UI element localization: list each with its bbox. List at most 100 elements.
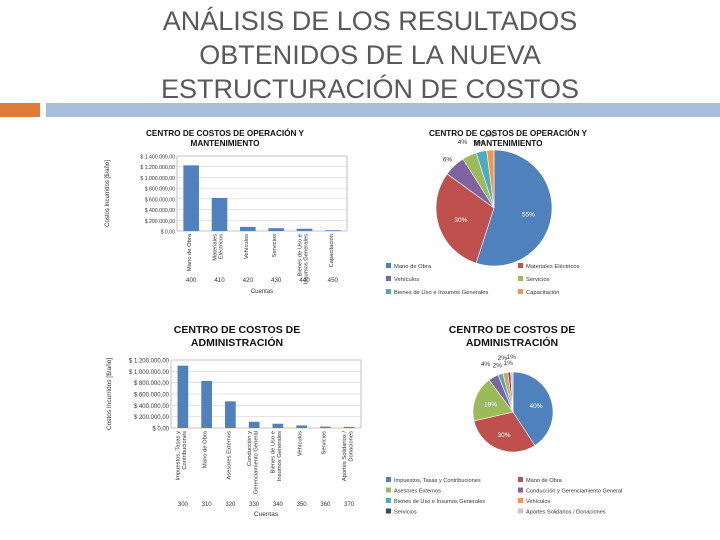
admin-bar-category-label: Servicios bbox=[321, 431, 327, 455]
chart-om-bar: CENTRO DE COSTOS DE OPERACIÓN YMANTENIMI… bbox=[105, 127, 348, 295]
om-bar-category-label-line: Insumos Generales bbox=[304, 234, 310, 284]
chart-panel-om-pie: CENTRO DE COSTOS DE OPERACIÓN Y MANTENIMI… bbox=[376, 124, 648, 300]
om-bar-ytick-label: $ 600.000,00 bbox=[145, 197, 175, 203]
om-bar-bar-bienes-de-uso-e-insumos-generales bbox=[296, 228, 313, 231]
admin-bar-account-code: 310 bbox=[202, 502, 213, 508]
om-pie-legend-swatch bbox=[386, 289, 391, 294]
admin-pie-legend-swatch bbox=[518, 508, 523, 514]
om-pie-slice-materiales-electricos bbox=[435, 173, 495, 264]
admin-bar-xlabel: Cuentas bbox=[254, 511, 279, 518]
om-bar-account-code: 430 bbox=[271, 277, 282, 284]
om-pie-legend-entry: Capacitación bbox=[526, 290, 560, 296]
admin-pie-legend-entry: Mano de Obra bbox=[526, 478, 563, 484]
admin-pie-legend-entry: Bienes de Uso e Insumos Generales bbox=[394, 499, 485, 505]
admin-pie-legend-swatch bbox=[386, 477, 391, 482]
admin-bar-account-code: 370 bbox=[344, 502, 355, 508]
admin-pie-legend-swatch bbox=[518, 477, 523, 482]
om-bar-account-code: 440 bbox=[299, 277, 310, 284]
om-bar-category-label-line: Capacitación bbox=[329, 234, 335, 268]
admin-bar-category-label: Conducción yGerenciamiento General bbox=[247, 431, 259, 494]
om-bar-ytick-label: $ 400.000,00 bbox=[145, 208, 175, 214]
om-pie-title: MANTENIMIENTO bbox=[474, 139, 544, 148]
admin-bar-account-code: 340 bbox=[273, 502, 284, 508]
admin-bar-title: CENTRO DE COSTOS DE bbox=[174, 324, 300, 336]
om-pie-data-label: 6% bbox=[443, 156, 453, 163]
om-bar-category-label-line: Materiales bbox=[212, 234, 218, 261]
chart-panel-admin-bar: CENTRO DE COSTOS DE ADMINISTRACIÓN $ 1.200… bbox=[97, 316, 369, 522]
admin-bar-bar-aportes-solidarios-donaciones bbox=[343, 426, 355, 428]
om-pie-legend-entry: Servicios bbox=[526, 277, 550, 283]
admin-bar-ytick-label: $ 400.000,00 bbox=[134, 404, 170, 410]
om-pie-legend-entry: Bienes de Uso e Insumos Generales bbox=[394, 290, 489, 296]
admin-pie-legend-swatch bbox=[518, 487, 523, 493]
om-bar-category-label-line: Eléctricos bbox=[219, 234, 225, 259]
om-bar-category-label-line: Vehículos bbox=[244, 234, 250, 259]
admin-bar-account-code: 320 bbox=[225, 502, 236, 508]
admin-pie-legend-swatch bbox=[386, 498, 391, 503]
admin-pie-data-label: 30% bbox=[497, 432, 510, 439]
admin-bar-bar-servicios bbox=[320, 426, 331, 428]
om-bar-category-label: Servicios bbox=[272, 234, 278, 258]
accent-bar-orange bbox=[0, 103, 40, 117]
admin-bar-title: ADMINISTRACIÓN bbox=[191, 336, 283, 349]
admin-bar-category-label-line: Gerenciamiento General bbox=[253, 431, 259, 494]
admin-pie-title: CENTRO DE COSTOS DE bbox=[449, 324, 575, 336]
admin-bar-bar-asesores-externos bbox=[225, 401, 236, 428]
om-bar-category-label: Vehículos bbox=[244, 234, 250, 259]
accent-bar-blue bbox=[46, 103, 720, 117]
admin-pie-data-label: 18% bbox=[484, 402, 497, 409]
om-bar-account-code: 410 bbox=[214, 277, 225, 284]
admin-bar-category-label-line: Servicios bbox=[321, 431, 327, 455]
admin-bar-category-label: Vehículos bbox=[298, 431, 304, 456]
admin-bar-ytick-label: $ 1.200.000,00 bbox=[129, 359, 170, 365]
om-pie-slice-capacitacion bbox=[486, 149, 495, 209]
admin-pie-legend-entry: Aportes Solidarios / Donaciones bbox=[526, 510, 606, 516]
om-bar-category-label: Bienes de Uso eInsumos Generales bbox=[297, 234, 309, 284]
om-bar-bar-capacitacion bbox=[325, 230, 341, 231]
om-pie-data-label: 2% bbox=[485, 132, 495, 139]
chart-panel-admin-pie: CENTRO DE COSTOS DE ADMINISTRACIÓN 40% 30% 1… bbox=[376, 316, 648, 524]
om-bar-ytick-label: $ 200.000,00 bbox=[145, 219, 175, 225]
om-bar-ytick-label: $ 1.200.000,00 bbox=[140, 165, 175, 171]
admin-bar-ylabel: Costos Incurridos [$/año] bbox=[106, 358, 113, 430]
om-bar-category-label: MaterialesEléctricos bbox=[212, 234, 224, 261]
admin-pie-legend-swatch bbox=[518, 498, 523, 503]
admin-bar-bar-impuestos-tasas-y-contribuciones bbox=[177, 365, 189, 428]
admin-bar-category-label: Impuestos, Tasas yContribuciones bbox=[176, 431, 188, 481]
admin-pie-legend-swatch bbox=[386, 508, 391, 514]
om-bar-category-label-line: Mano de Obra bbox=[187, 233, 193, 271]
admin-pie-legend-entry: Conducción y Gerenciamiento General bbox=[526, 489, 622, 495]
om-bar-ytick-label: $ 1.400.000,00 bbox=[140, 155, 175, 161]
om-pie-data-label: 30% bbox=[454, 217, 467, 224]
admin-pie-data-label: 40% bbox=[530, 403, 543, 410]
admin-bar-bar-vehiculos bbox=[296, 425, 307, 428]
admin-bar-category-label: Aportes Solidarios /Donaciones bbox=[342, 431, 354, 482]
om-pie-slice-mano-de-obra bbox=[475, 149, 553, 267]
om-pie-legend-swatch bbox=[386, 276, 391, 281]
om-bar-ylabel: Costos Incurridos [$/año] bbox=[105, 160, 111, 227]
admin-bar-bar-conduccion-y-gerenciamiento-general bbox=[248, 421, 260, 428]
admin-bar-category-label-line: Asesores Externos bbox=[226, 431, 232, 480]
admin-pie-legend-entry: Vehículos bbox=[526, 499, 550, 505]
admin-bar-category-label-line: Donaciones bbox=[348, 431, 354, 462]
admin-bar-ytick-label: $ 200.000,00 bbox=[134, 415, 170, 421]
admin-bar-account-code: 360 bbox=[320, 502, 331, 508]
om-bar-title: CENTRO DE COSTOS DE OPERACIÓN Y bbox=[146, 127, 305, 138]
chart-om-pie: CENTRO DE COSTOS DE OPERACIÓN YMANTENIMI… bbox=[386, 127, 588, 296]
om-bar-ytick-label: $ 800.000,00 bbox=[145, 187, 175, 193]
admin-bar-category-label-line: Contribuciones bbox=[182, 431, 188, 470]
admin-bar-account-code: 300 bbox=[178, 502, 189, 508]
admin-bar-bar-bienes-de-uso-e-insumos-generales bbox=[272, 423, 284, 428]
chart-panel-om-bar: CENTRO DE COSTOS DE OPERACIÓN Y MANTENIMI… bbox=[95, 124, 357, 300]
om-bar-category-label-line: Servicios bbox=[272, 234, 278, 258]
om-bar-ytick-label: $ 1.000.000,00 bbox=[140, 176, 175, 182]
admin-pie-data-label: 2% bbox=[493, 363, 503, 370]
om-pie-legend-swatch bbox=[518, 276, 523, 281]
om-pie-data-label: 3% bbox=[474, 140, 484, 147]
admin-bar-category-label: Bienes de Uso eInsumos Generales bbox=[271, 431, 283, 481]
om-bar-bar-materiales-electricos bbox=[211, 198, 228, 231]
admin-pie-legend-entry: Servicios bbox=[394, 510, 417, 516]
om-bar-category-label-line: Bienes de Uso e bbox=[297, 234, 303, 277]
admin-bar-ytick-label: $ 800.000,00 bbox=[134, 381, 170, 387]
